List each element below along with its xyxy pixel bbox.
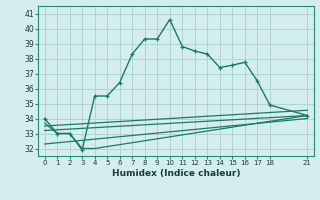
- X-axis label: Humidex (Indice chaleur): Humidex (Indice chaleur): [112, 169, 240, 178]
